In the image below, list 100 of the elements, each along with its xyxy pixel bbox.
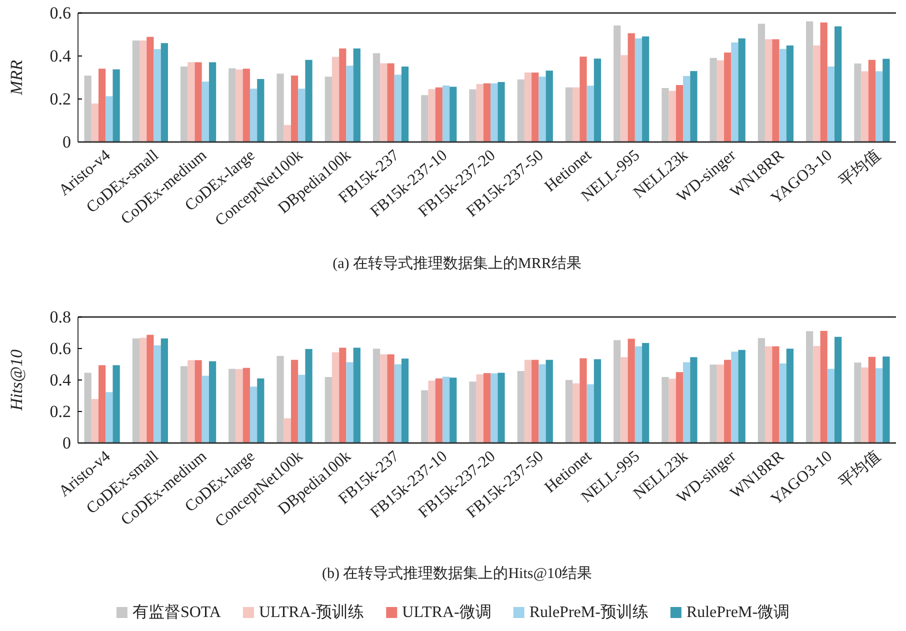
bar xyxy=(572,87,580,142)
bar xyxy=(690,357,698,443)
bar xyxy=(642,342,650,443)
bar xyxy=(353,348,360,443)
bar xyxy=(834,26,842,142)
bar xyxy=(139,338,147,443)
bar xyxy=(421,95,428,142)
y-tick-label: 0 xyxy=(62,132,71,152)
bar xyxy=(868,356,876,443)
bar xyxy=(91,104,98,142)
bar xyxy=(387,63,394,142)
bar xyxy=(106,392,113,443)
bar xyxy=(380,63,388,142)
legend-label: ULTRA-预训练 xyxy=(258,603,364,621)
bar xyxy=(498,82,505,142)
bar xyxy=(710,364,717,443)
bar xyxy=(372,53,380,142)
bar xyxy=(876,368,883,443)
bar xyxy=(154,49,161,142)
bar xyxy=(517,79,524,142)
bar xyxy=(683,362,690,443)
bar xyxy=(146,334,154,443)
bar xyxy=(772,346,780,443)
bar xyxy=(372,348,380,443)
bar xyxy=(476,374,484,443)
bar xyxy=(208,62,216,142)
bar xyxy=(483,373,491,443)
bar xyxy=(188,62,195,142)
bar xyxy=(724,360,732,443)
bar xyxy=(580,358,587,443)
bar xyxy=(532,360,539,443)
bar xyxy=(180,66,188,142)
bar xyxy=(538,76,546,142)
bar xyxy=(305,348,312,443)
y-tick-label: 0.6 xyxy=(50,338,71,358)
legend-label: ULTRA-微调 xyxy=(402,604,492,621)
bar xyxy=(387,354,394,443)
bar xyxy=(738,350,746,443)
bar xyxy=(586,86,594,142)
bar xyxy=(642,36,650,142)
bar xyxy=(284,125,291,142)
bar xyxy=(84,76,92,142)
bar xyxy=(208,361,216,443)
bar xyxy=(498,372,505,443)
bar xyxy=(517,371,524,443)
bar xyxy=(827,368,835,443)
x-tick-label: 平均值 xyxy=(836,146,884,191)
bar xyxy=(572,383,580,443)
bar xyxy=(160,338,168,443)
bar xyxy=(332,56,340,142)
bar xyxy=(676,372,684,443)
bar xyxy=(731,352,738,443)
bar xyxy=(882,58,890,142)
bar xyxy=(882,356,890,443)
bar xyxy=(339,348,346,443)
bar xyxy=(854,64,862,142)
bar xyxy=(538,364,546,443)
bar xyxy=(683,76,690,142)
legend-label: 有监督SOTA xyxy=(132,603,222,621)
bar xyxy=(524,72,532,142)
bar xyxy=(876,71,883,142)
bar xyxy=(668,378,676,443)
bar xyxy=(634,38,642,142)
bar xyxy=(346,362,354,443)
bar xyxy=(250,386,258,443)
bar xyxy=(565,87,573,142)
bar xyxy=(662,88,669,142)
bar xyxy=(546,360,553,443)
bar xyxy=(586,384,594,443)
bar xyxy=(91,399,98,443)
bar xyxy=(194,62,202,142)
bar xyxy=(228,68,236,142)
bar xyxy=(594,359,602,443)
bar xyxy=(827,66,835,142)
y-tick-label: 0.2 xyxy=(50,89,71,108)
bar xyxy=(236,369,243,443)
bar xyxy=(483,83,491,142)
bar xyxy=(820,330,828,443)
bar xyxy=(146,36,154,142)
bar xyxy=(834,336,842,443)
bar xyxy=(112,365,120,443)
bar xyxy=(435,378,442,443)
bar xyxy=(786,348,794,443)
bar xyxy=(435,87,442,142)
text: (b) 在转导式推理数据集上的Hits@10结果 xyxy=(322,565,592,582)
bar xyxy=(180,366,188,443)
y-axis-title: MRR xyxy=(7,59,26,96)
bar xyxy=(84,372,92,443)
bar xyxy=(401,358,409,443)
legend-label: RulePreM-微调 xyxy=(686,604,790,621)
bar xyxy=(188,360,195,443)
bar xyxy=(628,33,635,142)
bar xyxy=(786,45,794,142)
bar xyxy=(421,390,428,443)
bar xyxy=(139,40,147,142)
bar xyxy=(565,380,573,443)
bar xyxy=(284,418,291,443)
bar xyxy=(290,360,298,443)
bar xyxy=(628,338,635,443)
bar xyxy=(324,377,332,443)
